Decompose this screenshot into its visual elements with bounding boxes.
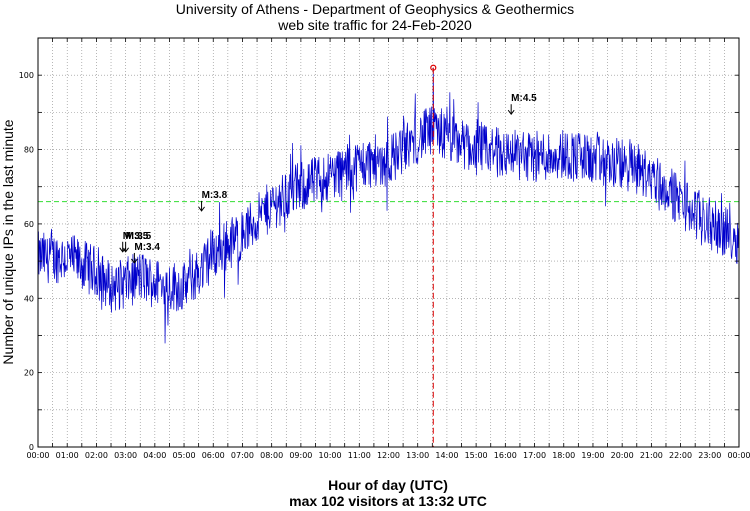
x-tick-label: 10:00 [319, 451, 342, 460]
x-axis-label: Hour of day (UTC) [328, 477, 448, 493]
annotation-label: M:3.4 [134, 242, 160, 253]
y-axis-ticks: 0 20 40 60 80 100 [19, 37, 739, 452]
x-tick-label: 12:00 [377, 451, 400, 460]
x-tick-label: 19:00 [581, 451, 604, 460]
x-tick-label: 17:00 [523, 451, 546, 460]
x-tick-label: 06:00 [202, 451, 225, 460]
x-tick-label: 22:00 [669, 451, 692, 460]
chart-title-line-2: web site traffic for 24-Feb-2020 [277, 17, 472, 33]
y-axis-label: Number of unique IPs in the last minute [0, 119, 16, 364]
x-tick-label: 11:00 [348, 451, 371, 460]
y-tick-label: 40 [24, 294, 34, 303]
x-tick-label: 05:00 [173, 451, 196, 460]
annotation-label: M:3.5 [123, 231, 149, 242]
annotation-arrow-head [119, 247, 127, 253]
x-tick-label: 08:00 [260, 451, 283, 460]
x-tick-label: 18:00 [552, 451, 575, 460]
annotation-label: M:3.5 [126, 231, 152, 242]
x-tick-label: 15:00 [465, 451, 488, 460]
chart-title-line-1: University of Athens - Department of Geo… [176, 1, 574, 17]
x-tick-label: 03:00 [114, 451, 137, 460]
annotation-arrow-head [507, 109, 515, 116]
x-tick-label: 09:00 [289, 451, 312, 460]
y-tick-label: 20 [24, 369, 34, 378]
y-tick-label: 0 [29, 443, 34, 452]
x-tick-label: 04:00 [143, 451, 166, 460]
max-marker [430, 64, 437, 447]
series-line-path [37, 67, 739, 344]
series-line [37, 67, 739, 344]
x-tick-label: 07:00 [231, 451, 254, 460]
x-tick-label: 16:00 [494, 451, 517, 460]
annotations: M:3.5M:3.5M:3.4M:3.8M:4.5 [119, 93, 537, 264]
annotation-arrow-head [122, 247, 130, 253]
x-tick-label: 01:00 [56, 451, 79, 460]
max-marker-circle [430, 64, 437, 71]
annotation-arrow-head [198, 206, 205, 212]
y-tick-label: 60 [24, 220, 34, 229]
x-tick-label: 21:00 [640, 451, 663, 460]
x-tick-label: 14:00 [435, 451, 458, 460]
chart-subtitle: max 102 visitors at 13:32 UTC [289, 493, 487, 509]
x-tick-label: 00:00 [26, 451, 49, 460]
y-tick-label: 80 [24, 146, 34, 155]
annotation-label: M:4.5 [511, 93, 537, 104]
annotation-label: M:3.8 [202, 190, 228, 201]
x-tick-label: 20:00 [611, 451, 634, 460]
annotation-arrow-head [130, 258, 138, 264]
x-tick-label: 23:00 [698, 451, 721, 460]
x-axis-ticks: 00:00 01:00 02:00 03:00 04:00 05:00 06:00 07:00… [26, 38, 750, 460]
x-tick-label: 02:00 [85, 451, 108, 460]
x-tick-label: 13:00 [406, 451, 429, 460]
y-tick-label: 100 [19, 71, 34, 80]
x-tick-label: 00:00 [727, 451, 750, 460]
